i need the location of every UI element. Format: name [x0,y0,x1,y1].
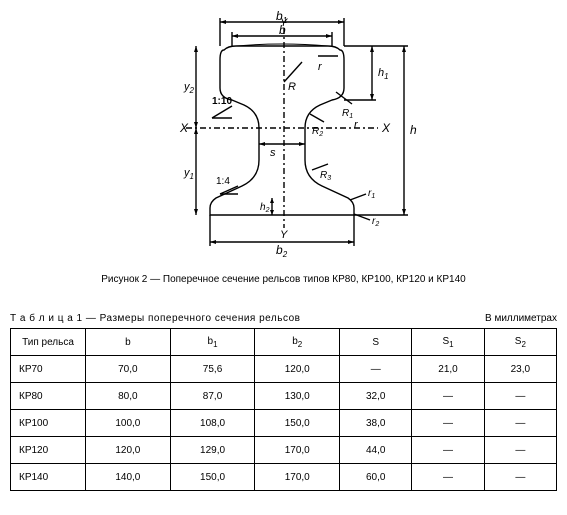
slope-1-10: 1:10 [212,96,232,107]
cell-type: КР70 [11,356,86,383]
dim-s: s [270,147,276,159]
cell: — [412,383,484,410]
table-row: КР140 140,0 150,0 170,0 60,0 — — [11,464,557,491]
dim-y1: y1 [183,167,194,181]
table-row: КР120 120,0 129,0 170,0 44,0 — — [11,437,557,464]
figure-caption: Рисунок 2 — Поперечное сечение рельсов т… [101,274,465,285]
slope-1-4: 1:4 [216,176,230,187]
rail-cross-section-diagram: X X Y Y b1 b b2 [104,10,464,260]
table-title: Т а б л и ц а 1 — Размеры поперечного се… [10,313,300,324]
axis-x-right: X [381,121,391,135]
radius-r: r [318,61,323,73]
col-S: S [340,329,412,356]
cell: 129,0 [170,437,255,464]
cell: 140,0 [86,464,171,491]
cell: — [340,356,412,383]
cell-type: КР140 [11,464,86,491]
col-b: b [86,329,171,356]
dim-h1: h1 [378,67,389,81]
cell: 60,0 [340,464,412,491]
cell: — [412,410,484,437]
cell: 70,0 [86,356,171,383]
radius-r1: r1 [368,188,375,200]
cell: 150,0 [255,410,340,437]
col-S2: S2 [484,329,556,356]
cell: 130,0 [255,383,340,410]
cell: 44,0 [340,437,412,464]
cell-type: КР120 [11,437,86,464]
cell: 120,0 [86,437,171,464]
cell: 87,0 [170,383,255,410]
cell: 170,0 [255,464,340,491]
cell: — [484,437,556,464]
radius-R1: R1 [342,108,353,120]
radius-R3: R3 [320,170,331,182]
cell: 32,0 [340,383,412,410]
radius-r2: r2 [372,216,379,228]
table-row: КР70 70,0 75,6 120,0 — 21,0 23,0 [11,356,557,383]
cell-type: КР100 [11,410,86,437]
col-b2: b2 [255,329,340,356]
cell: — [412,464,484,491]
cell: — [412,437,484,464]
table-row: КР80 80,0 87,0 130,0 32,0 — — [11,383,557,410]
col-S1: S1 [412,329,484,356]
radius-r-under: r [354,119,359,131]
cell: 120,0 [255,356,340,383]
axis-x-left: X [179,121,189,135]
cell-type: КР80 [11,383,86,410]
col-type: Тип рельса [11,329,86,356]
dim-h2: h2 [260,202,270,214]
table-unit: В миллиметрах [485,313,557,324]
cell: 150,0 [170,464,255,491]
cell: 21,0 [412,356,484,383]
axis-y-bottom: Y [280,229,288,241]
cell: — [484,464,556,491]
cell: 100,0 [86,410,171,437]
dim-y2: y2 [183,81,195,95]
cell: 38,0 [340,410,412,437]
dim-b: b [279,23,286,37]
dim-h: h [410,123,417,137]
cell: 75,6 [170,356,255,383]
table-row: КР100 100,0 108,0 150,0 38,0 — — [11,410,557,437]
table-header-row: Т а б л и ц а 1 — Размеры поперечного се… [10,313,557,324]
rail-dimensions-table: Тип рельса b b1 b2 S S1 S2 КР70 70,0 75,… [10,328,557,491]
cell: — [484,410,556,437]
table-head-row: Тип рельса b b1 b2 S S1 S2 [11,329,557,356]
cell: 108,0 [170,410,255,437]
cell: 23,0 [484,356,556,383]
radius-R: R [288,81,296,93]
figure-area: X X Y Y b1 b b2 [10,10,557,313]
dim-b2: b2 [276,243,288,259]
cell: 170,0 [255,437,340,464]
cell: — [484,383,556,410]
col-b1: b1 [170,329,255,356]
cell: 80,0 [86,383,171,410]
